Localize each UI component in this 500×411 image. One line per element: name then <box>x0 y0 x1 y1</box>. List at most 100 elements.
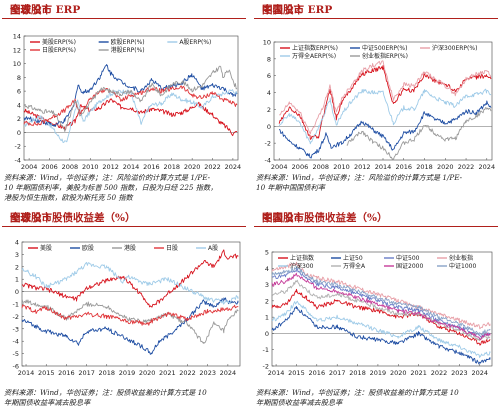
x-tick-label: 2017 <box>329 369 346 377</box>
x-tick-label: 2006 <box>292 163 309 170</box>
series-line <box>346 107 492 161</box>
y-tick-label: 10 <box>263 39 271 47</box>
global-yield-spread-chart: -6 -5 -4 -3 -2 -1 0 1 2 3 4 2014 2015 2016 2017 2018 201… <box>13 239 241 377</box>
x-tick-label: 2010 <box>82 163 99 170</box>
x-tick-label: 2014 <box>18 369 35 377</box>
x-tick-label: 2004 <box>271 163 288 170</box>
source-note: 资料来源：Wind，华创证券；注：风险溢价的计算方式是 1/PE- 10 年期中… <box>256 173 463 192</box>
legend-label: 中证1000 <box>449 262 476 270</box>
series-line <box>23 89 238 143</box>
series-line <box>278 60 492 135</box>
legend: 美股 欧股 港股 日股 A股 <box>28 244 218 252</box>
y-tick-label: 0 <box>265 330 269 338</box>
y-tick-label: 6 <box>17 88 21 96</box>
y-tick-label: -4 <box>15 157 21 165</box>
y-tick-label: -4 <box>265 157 271 165</box>
x-tick-label: 2014 <box>268 369 285 377</box>
series-line <box>271 279 491 342</box>
y-tick-label: 12 <box>13 46 21 54</box>
y-tick-label: -1 <box>263 346 269 354</box>
series-line <box>271 288 491 346</box>
plot-frame <box>271 251 493 367</box>
y-tick-label: 4 <box>17 101 21 109</box>
x-tick-label: 2023 <box>199 369 216 377</box>
x-tick-label: 2019 <box>370 369 387 377</box>
series-line <box>21 249 239 308</box>
panel-header: 图表 21 全球股市 ERP <box>2 2 246 19</box>
x-tick-label: 2024 <box>220 369 237 377</box>
y-tick-label: 0 <box>267 123 271 131</box>
x-tick-label: 2010 <box>333 163 350 170</box>
legend-label: 万得全AERP(%) <box>292 52 336 60</box>
legend-label: 港股 <box>124 244 136 252</box>
panel-global-yield-spread: 图表 23 全球股市股债收益差（%） -6 -5 -4 -3 -2 -1 0 1 2 3 4 2014 2… <box>2 210 246 410</box>
legend-label: 沪深300ERP(%) <box>432 44 477 52</box>
y-tick-label: 2 <box>15 263 19 271</box>
panel-header: 图表 23 全球股市股债收益差（%） <box>2 210 246 227</box>
x-tick-label: 2020 <box>390 369 407 377</box>
x-tick-label: 2012 <box>102 163 119 170</box>
y-tick-label: 6 <box>267 72 271 80</box>
x-tick-label: 2018 <box>416 163 433 170</box>
x-tick-label: 2014 <box>375 163 392 170</box>
x-tick-label: 2015 <box>38 369 55 377</box>
x-tick-label: 2023 <box>451 369 468 377</box>
x-tick-label: 2022 <box>458 163 475 170</box>
x-tick-label: 2020 <box>139 369 156 377</box>
legend-label: 美股ERP(%) <box>42 38 76 46</box>
legend-label: 中证500 <box>396 254 420 262</box>
series-line <box>21 298 239 344</box>
legend-label: 上证50 <box>343 254 363 262</box>
x-tick-label: 2016 <box>309 369 326 377</box>
x-tick-label: 2006 <box>41 163 58 170</box>
x-tick-label: 2016 <box>143 163 160 170</box>
y-tick-label: 0 <box>17 129 21 137</box>
y-tick-label: 5 <box>265 249 269 257</box>
legend-label: 美股 <box>40 244 52 252</box>
y-tick-label: 10 <box>13 60 21 68</box>
y-tick-label: -4 <box>13 338 19 346</box>
series-line <box>23 65 238 132</box>
source-note: 资料来源：Wind，华创证券；注：股债收益差的计算方式是 10 年期国债收益率减… <box>256 388 459 407</box>
series-line <box>21 261 239 305</box>
y-tick-label: -5 <box>13 350 19 358</box>
y-tick-label: -3 <box>13 325 19 333</box>
x-tick-label: 2012 <box>354 163 371 170</box>
series-line <box>271 300 491 359</box>
series-line <box>23 85 238 127</box>
y-tick-label: -2 <box>13 313 19 321</box>
y-tick-label: 1 <box>15 276 19 284</box>
y-tick-label: 8 <box>267 55 271 63</box>
legend-label: 日股ERP(%) <box>42 47 76 54</box>
x-tick-label: 2016 <box>58 369 75 377</box>
legend-label: 沪深300 <box>290 262 314 270</box>
legend-label: 创业板指ERP(%) <box>362 52 408 60</box>
series-line <box>278 65 492 140</box>
plot-frame <box>23 35 239 161</box>
legend: 美股ERP(%) 欧股ERP(%) A股ERP(%) 日股ERP(%) 港股ERP(%) <box>30 38 211 54</box>
legend-label: 上证指数ERP(%) <box>292 44 338 52</box>
y-tick-label: -2 <box>265 140 271 148</box>
x-tick-label: 2008 <box>62 163 79 170</box>
x-tick-label: 2022 <box>204 163 221 170</box>
x-tick-label: 2020 <box>184 163 201 170</box>
y-tick-label: 4 <box>267 89 271 97</box>
y-tick-label: 14 <box>13 33 21 41</box>
legend-label: 万得全A <box>343 262 366 270</box>
series-line <box>278 100 492 159</box>
x-tick-label: 2020 <box>437 163 454 170</box>
y-tick-label: 8 <box>17 74 21 82</box>
panel-header: 图表 24 中国股市股债收益差（%） <box>254 210 498 227</box>
y-tick-label: 0 <box>15 288 19 296</box>
legend-label: 中证500ERP(%) <box>362 44 407 52</box>
y-tick-label: 2 <box>267 106 271 114</box>
legend-label: 日股 <box>166 245 178 252</box>
series-line <box>23 98 238 137</box>
legend-label: 创业板指 <box>449 254 473 262</box>
y-tick-label: -2 <box>263 363 269 371</box>
legend-label: 上证指数 <box>290 254 314 262</box>
series-line <box>21 297 239 355</box>
legend-label: A股ERP(%) <box>179 39 211 46</box>
